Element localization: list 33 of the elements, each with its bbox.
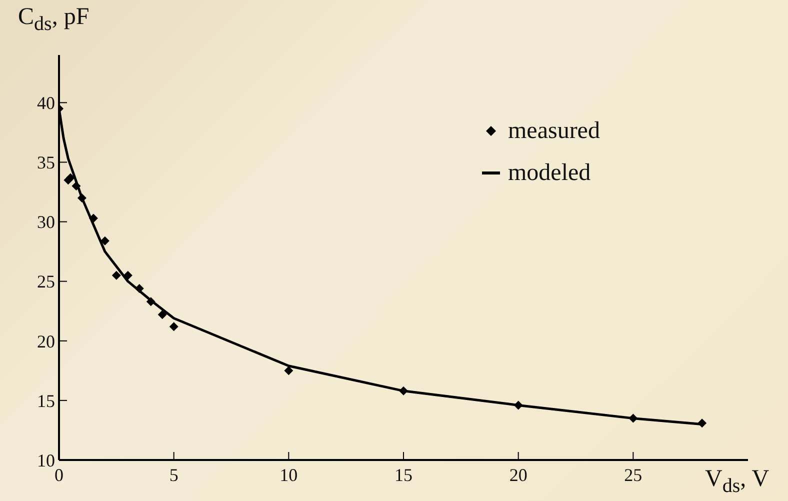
x-tick-label: 20 [509, 464, 528, 485]
y-tick-label: 15 [37, 390, 55, 411]
x-tick-label: 25 [624, 464, 642, 485]
point [628, 414, 638, 423]
point [399, 386, 408, 396]
point [158, 310, 167, 320]
y-tick-label: 20 [37, 331, 55, 352]
x-tick-label: 0 [54, 464, 64, 485]
point [100, 236, 110, 246]
point [284, 366, 294, 376]
point [112, 270, 121, 280]
point [134, 284, 144, 293]
x-tick-label: 10 [280, 464, 298, 485]
point [698, 418, 707, 428]
x-tick-label: 15 [394, 464, 412, 485]
point [66, 173, 75, 182]
point [72, 182, 81, 191]
y-tick-label: 25 [37, 272, 55, 292]
y-axis-title: C$_{ds}$, pF [18, 4, 90, 36]
point [169, 322, 178, 332]
y-tick-label: 40 [37, 93, 55, 114]
y-tick-label: 10 [37, 450, 55, 470]
legend-label: measured [508, 117, 600, 146]
point [514, 400, 523, 410]
legend-label: modeled [508, 159, 591, 188]
point [88, 214, 98, 223]
y-tick-label: 30 [37, 212, 55, 232]
point [123, 270, 132, 280]
y-tick-label: 35 [37, 152, 55, 173]
x-axis-title: V$_{ds}$, V [705, 466, 770, 498]
point [77, 193, 86, 202]
point [146, 297, 156, 306]
x-tick-label: 5 [169, 464, 178, 485]
